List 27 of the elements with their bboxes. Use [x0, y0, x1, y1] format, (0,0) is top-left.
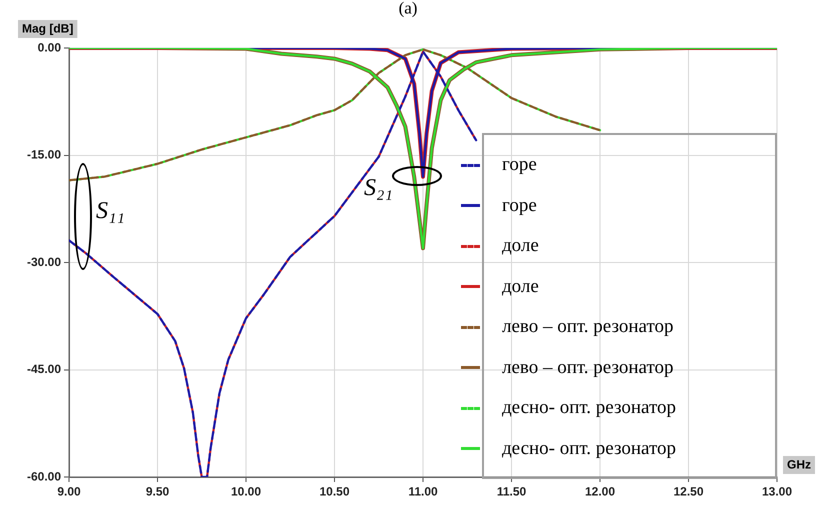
x-tick-label: 12.50 — [673, 484, 704, 499]
legend-label: горе — [502, 194, 537, 218]
chart-title: (a) — [398, 0, 418, 18]
x-tick-label: 12.00 — [584, 484, 616, 499]
y-axis-title: Mag [dB] — [22, 21, 74, 36]
legend-label: горе — [502, 153, 537, 177]
legend-label: десно- опт. резонатор — [502, 396, 676, 420]
x-tick-label: 11.00 — [408, 484, 438, 499]
x-tick-label: 10.50 — [319, 484, 350, 499]
x-axis-title: GHz — [787, 457, 811, 472]
y-tick-label: -45.00 — [26, 362, 62, 376]
legend-label: лево – опт. резонатор — [502, 356, 674, 380]
legend-label: лево – опт. резонатор — [502, 315, 674, 339]
x-tick-label: 9.50 — [146, 484, 170, 499]
y-tick-label: 0.00 — [38, 40, 62, 54]
y-tick-label: -30.00 — [26, 254, 62, 269]
legend-label: доле — [502, 234, 539, 258]
x-tick-label: 11.50 — [496, 484, 527, 499]
y-tick-label: -15.00 — [26, 148, 62, 162]
annotation: S₂₁ — [364, 175, 393, 202]
y-tick-label: -60.00 — [26, 469, 62, 484]
x-tick-label: 9.00 — [57, 484, 81, 499]
x-tick-label: 13.00 — [762, 484, 792, 499]
x-tick-label: 10.00 — [230, 484, 262, 499]
legend-label: доле — [502, 274, 539, 298]
legend-label: десно- опт. резонатор — [502, 436, 676, 460]
annotation: S₁₁ — [96, 198, 125, 225]
